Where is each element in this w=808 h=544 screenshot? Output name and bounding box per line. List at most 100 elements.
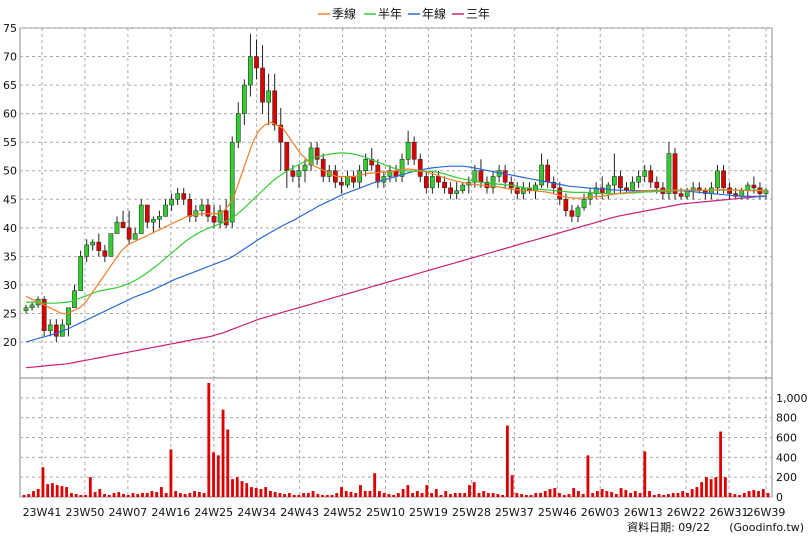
candle-body (387, 170, 393, 177)
volume-bar (453, 493, 457, 497)
candle-body (114, 221, 120, 234)
x-tick-label: 26W13 (624, 506, 663, 519)
x-tick-label: 23W50 (66, 506, 105, 519)
candle-body (339, 181, 344, 186)
candle-body (217, 210, 223, 223)
volume-bar (69, 493, 73, 497)
volume-bar (704, 477, 708, 497)
volume-bar (212, 452, 215, 497)
candle-body (460, 184, 466, 191)
candle-body (666, 153, 672, 194)
volume-bar (302, 493, 306, 497)
volume-bar (600, 489, 604, 497)
volume-bar (548, 489, 552, 497)
volume-bar (41, 467, 45, 497)
candle-body (254, 56, 259, 69)
volume-bar (46, 484, 50, 497)
candle-body (308, 147, 314, 166)
x-tick-label: 25W46 (538, 506, 577, 519)
candle-body (375, 164, 381, 183)
volume-bar (250, 487, 253, 497)
x-tick-label: 25W10 (366, 506, 405, 519)
candle-body (320, 159, 326, 177)
candle-body (290, 170, 296, 177)
volume-bar (287, 493, 291, 497)
candle-body (90, 241, 96, 246)
volume-bar (657, 494, 661, 497)
candle-body (96, 241, 102, 251)
volume-bar (325, 495, 329, 497)
volume-bar (112, 493, 116, 497)
x-tick-label: 26W22 (667, 506, 706, 519)
candle-body (242, 84, 247, 114)
volume-bar (747, 491, 751, 497)
volume-bar (122, 494, 125, 497)
volume-bar (757, 491, 760, 497)
x-tick-label: 24W07 (108, 506, 147, 519)
candle-body (302, 164, 308, 171)
price-plot-area (19, 27, 773, 383)
volume-bar (88, 477, 92, 497)
volume-bar (373, 473, 377, 497)
volume-bar (458, 493, 462, 497)
volume-bar (27, 494, 31, 497)
candle-body (417, 159, 423, 177)
volume-bar (283, 494, 287, 497)
volume-tick-label: 0 (776, 491, 783, 504)
volume-bar (444, 491, 448, 497)
volume-bar (671, 493, 675, 497)
volume-bar (676, 493, 680, 497)
volume-bar (245, 483, 249, 497)
volume-bar (164, 493, 168, 497)
legend: 季線 半年 年線 三年 (318, 6, 490, 21)
volume-bar (709, 479, 713, 497)
candle-body (490, 176, 496, 189)
data-date-label: 資料日期: 09/22 (627, 520, 710, 534)
volume-bar (420, 493, 424, 497)
volume-bar (183, 494, 187, 497)
volume-bar (117, 492, 121, 497)
candle-body (41, 298, 47, 331)
candle-body (53, 324, 59, 337)
ma-three-year-line (25, 195, 767, 369)
candle-body (157, 216, 162, 220)
volume-bar (396, 493, 400, 497)
volume-bar (491, 493, 495, 497)
volume-bar (231, 479, 234, 497)
volume-bar (141, 493, 144, 497)
volume-bar (107, 495, 111, 497)
volume-tick-label: 800 (776, 412, 797, 425)
volume-bar (643, 451, 647, 497)
candle-body (423, 176, 429, 189)
volume-bar (202, 493, 206, 497)
volume-bar (126, 495, 130, 497)
volume-bar (401, 489, 405, 497)
candle-body (296, 170, 302, 177)
volume-bar (55, 485, 59, 497)
volume-bar (311, 491, 315, 497)
candle-body (715, 170, 720, 189)
candle-body (399, 159, 405, 177)
volume-bar (382, 493, 386, 497)
volume-bar (572, 488, 576, 497)
x-tick-label: 25W19 (409, 506, 448, 519)
volume-bar (524, 495, 528, 497)
price-tick-label: 55 (3, 136, 17, 149)
volume-bar (690, 489, 694, 497)
candle-body (448, 187, 453, 194)
volume-bar (567, 494, 571, 497)
x-tick-label: 25W28 (452, 506, 491, 519)
volume-bar (178, 493, 182, 497)
candle-body (593, 187, 599, 194)
volume-bar (430, 493, 433, 497)
volume-bar (667, 494, 670, 497)
volume-bar (595, 491, 599, 497)
candle-body (235, 113, 241, 143)
candle-body (132, 233, 138, 240)
x-tick-label: 24W16 (151, 506, 190, 519)
candle-body (430, 176, 435, 189)
candle-body (351, 176, 356, 183)
candle-body (108, 233, 114, 257)
candle-body (357, 170, 362, 183)
